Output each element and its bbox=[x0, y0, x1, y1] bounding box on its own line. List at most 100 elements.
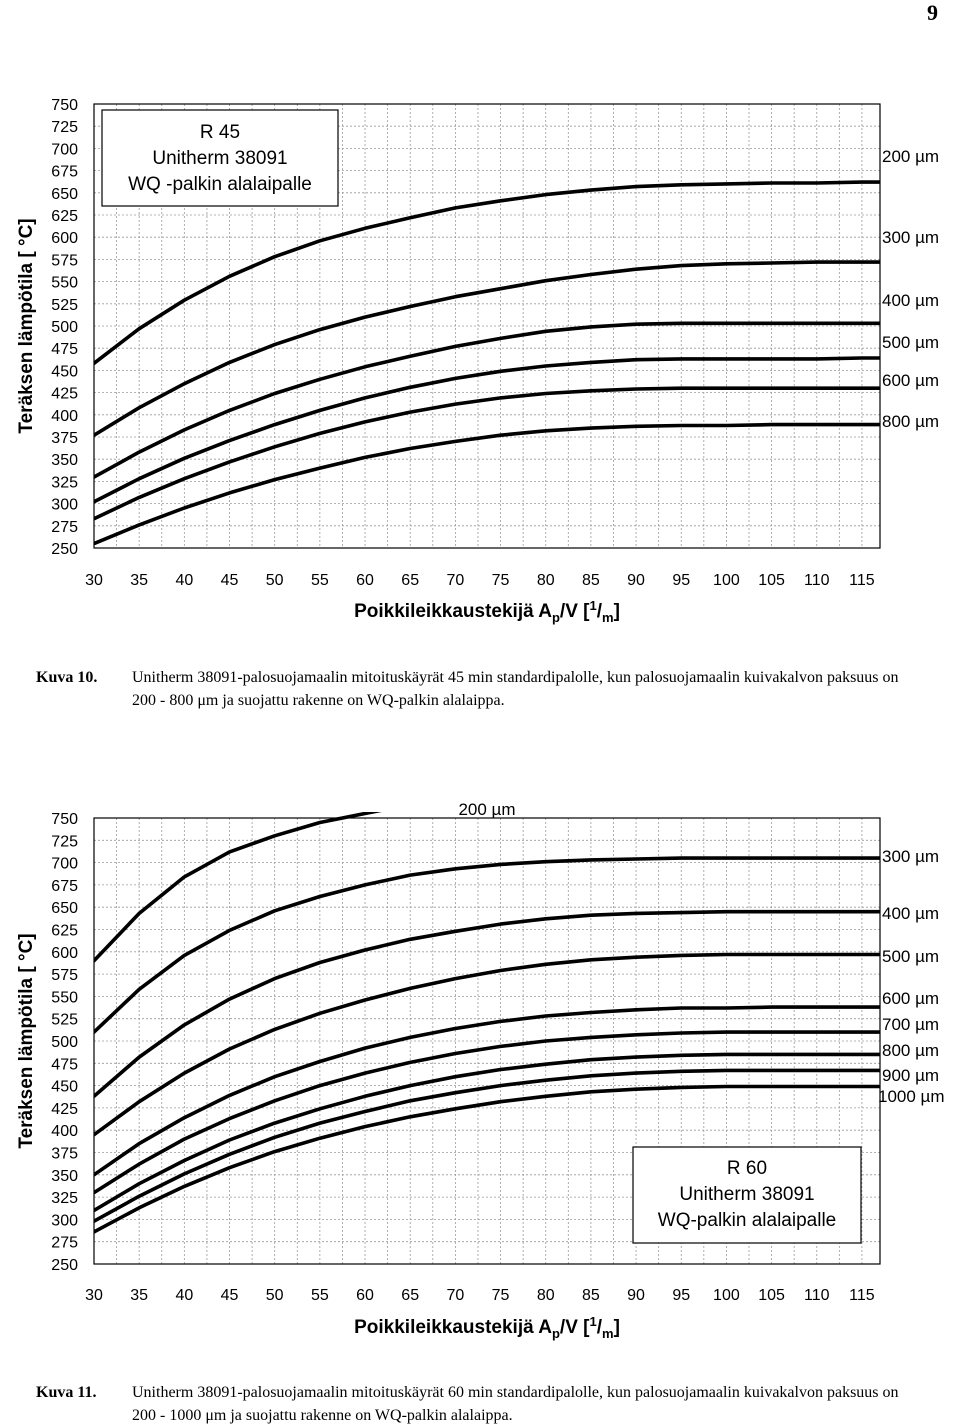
series-label: 800 µm bbox=[882, 412, 939, 431]
y-tick-label: 750 bbox=[51, 811, 78, 828]
series-line-900m bbox=[94, 1068, 880, 1223]
plot-frame bbox=[93, 103, 881, 549]
y-tick-label: 450 bbox=[51, 1079, 78, 1096]
series-group bbox=[94, 180, 880, 546]
x-tick-label: 100 bbox=[713, 572, 740, 589]
y-tick-label: 425 bbox=[51, 1101, 78, 1118]
series-label: 200 µm bbox=[882, 147, 939, 166]
series-label: 200 µm bbox=[458, 800, 515, 819]
series-line-1000m bbox=[94, 1084, 880, 1234]
x-tick-label: 35 bbox=[130, 572, 148, 589]
y-tick-label: 700 bbox=[51, 856, 78, 873]
series-label: 300 µm bbox=[882, 228, 939, 247]
y-tick-label: 375 bbox=[51, 1146, 78, 1163]
series-label: 1000 µm bbox=[878, 1087, 945, 1106]
x-tick-label: 35 bbox=[130, 1287, 148, 1304]
y-tick-label: 475 bbox=[51, 1056, 78, 1073]
y-tick-label: 475 bbox=[51, 341, 78, 358]
y-tick-label: 375 bbox=[51, 430, 78, 447]
title-box bbox=[101, 109, 339, 207]
caption-number: Kuva 11. bbox=[36, 1384, 97, 1401]
y-tick-label: 350 bbox=[51, 452, 78, 469]
series-label: 600 µm bbox=[882, 989, 939, 1008]
series-line-600m bbox=[94, 386, 880, 521]
x-tick-label: 30 bbox=[85, 572, 103, 589]
series-line-300m bbox=[94, 856, 880, 1034]
x-tick-label: 85 bbox=[582, 1287, 600, 1304]
x-tick-label: 85 bbox=[582, 572, 600, 589]
y-tick-label: 700 bbox=[51, 141, 78, 158]
x-tick-label: 65 bbox=[401, 1287, 419, 1304]
x-tick-label: 100 bbox=[713, 1287, 740, 1304]
y-tick-label: 425 bbox=[51, 386, 78, 403]
series-label: 300 µm bbox=[882, 847, 939, 866]
x-tick-label: 55 bbox=[311, 1287, 329, 1304]
x-tick-label: 60 bbox=[356, 1287, 374, 1304]
series-label: 400 µm bbox=[882, 291, 939, 310]
caption-text: Unitherm 38091-palosuojamaalin mitoitusk… bbox=[132, 669, 899, 709]
series-group bbox=[94, 812, 880, 1234]
y-tick-label: 525 bbox=[51, 1012, 78, 1029]
caption-kuva-11: Kuva 11. Unitherm 38091-palosuojamaalin … bbox=[36, 1381, 916, 1427]
y-tick-label: 650 bbox=[51, 186, 78, 203]
y-tick-label: 300 bbox=[51, 1212, 78, 1229]
series-label: 500 µm bbox=[882, 947, 939, 966]
x-tick-label: 55 bbox=[311, 572, 329, 589]
x-axis-label: Poikkileikkaustekijä Ap/V [1/m] bbox=[354, 598, 620, 625]
series-line-500m bbox=[94, 356, 880, 504]
x-tick-label: 80 bbox=[537, 572, 555, 589]
y-tick-label: 350 bbox=[51, 1168, 78, 1185]
y-tick-label: 675 bbox=[51, 878, 78, 895]
y-tick-label: 275 bbox=[51, 1235, 78, 1252]
y-tick-label: 550 bbox=[51, 989, 78, 1006]
x-tick-label: 80 bbox=[537, 1287, 555, 1304]
y-tick-label: 725 bbox=[51, 119, 78, 136]
y-tick-label: 525 bbox=[51, 297, 78, 314]
x-tick-label: 115 bbox=[849, 1287, 875, 1304]
y-tick-label: 325 bbox=[51, 1190, 78, 1207]
chart-r45: 750 725 700 675 650 625 600 575 550 525 500 475 450 4… bbox=[16, 97, 939, 625]
x-tick-label: 95 bbox=[672, 572, 690, 589]
caption-number: Kuva 10. bbox=[36, 669, 98, 686]
title-box-line: R 45 bbox=[200, 122, 240, 143]
x-tick-label: 50 bbox=[266, 572, 284, 589]
series-line-200m bbox=[94, 812, 382, 963]
series-line-300m bbox=[94, 260, 880, 437]
title-box-line: Unitherm 38091 bbox=[679, 1184, 814, 1205]
y-tick-label: 250 bbox=[51, 541, 78, 558]
series-line-400m bbox=[94, 321, 880, 479]
series-label: 700 µm bbox=[882, 1015, 939, 1034]
y-tick-label: 500 bbox=[51, 319, 78, 336]
y-tick-label: 450 bbox=[51, 363, 78, 380]
x-tick-label: 60 bbox=[356, 572, 374, 589]
y-axis-label: Teräksen lämpötila [ °C] bbox=[16, 218, 37, 433]
x-tick-label: 45 bbox=[221, 572, 239, 589]
x-tick-label: 70 bbox=[446, 572, 464, 589]
x-tick-label: 75 bbox=[492, 572, 510, 589]
x-tick-label: 95 bbox=[672, 1287, 690, 1304]
title-box-line: Unitherm 38091 bbox=[152, 148, 287, 169]
y-tick-label: 600 bbox=[51, 945, 78, 962]
y-tick-label: 575 bbox=[51, 967, 78, 984]
x-tick-label: 30 bbox=[85, 1287, 103, 1304]
y-tick-label: 400 bbox=[51, 1123, 78, 1140]
y-tick-label: 650 bbox=[51, 900, 78, 917]
y-tick-label: 675 bbox=[51, 164, 78, 181]
y-tick-label: 625 bbox=[51, 208, 78, 225]
x-tick-label: 110 bbox=[804, 1287, 830, 1304]
x-tick-label: 90 bbox=[627, 1287, 645, 1304]
x-tick-label: 50 bbox=[266, 1287, 284, 1304]
title-box-line: R 60 bbox=[727, 1158, 767, 1179]
series-line-400m bbox=[94, 909, 880, 1099]
x-tick-label: 70 bbox=[446, 1287, 464, 1304]
y-tick-label: 275 bbox=[51, 519, 78, 536]
y-tick-label: 500 bbox=[51, 1034, 78, 1051]
page-number: 9 bbox=[927, 0, 938, 25]
y-tick-label: 300 bbox=[51, 497, 78, 514]
y-tick-label: 725 bbox=[51, 833, 78, 850]
y-axis-label: Teräksen lämpötila [ °C] bbox=[16, 933, 37, 1148]
x-tick-label: 110 bbox=[804, 572, 830, 589]
x-tick-label: 75 bbox=[492, 1287, 510, 1304]
x-tick-label: 115 bbox=[849, 572, 875, 589]
series-label: 500 µm bbox=[882, 333, 939, 352]
